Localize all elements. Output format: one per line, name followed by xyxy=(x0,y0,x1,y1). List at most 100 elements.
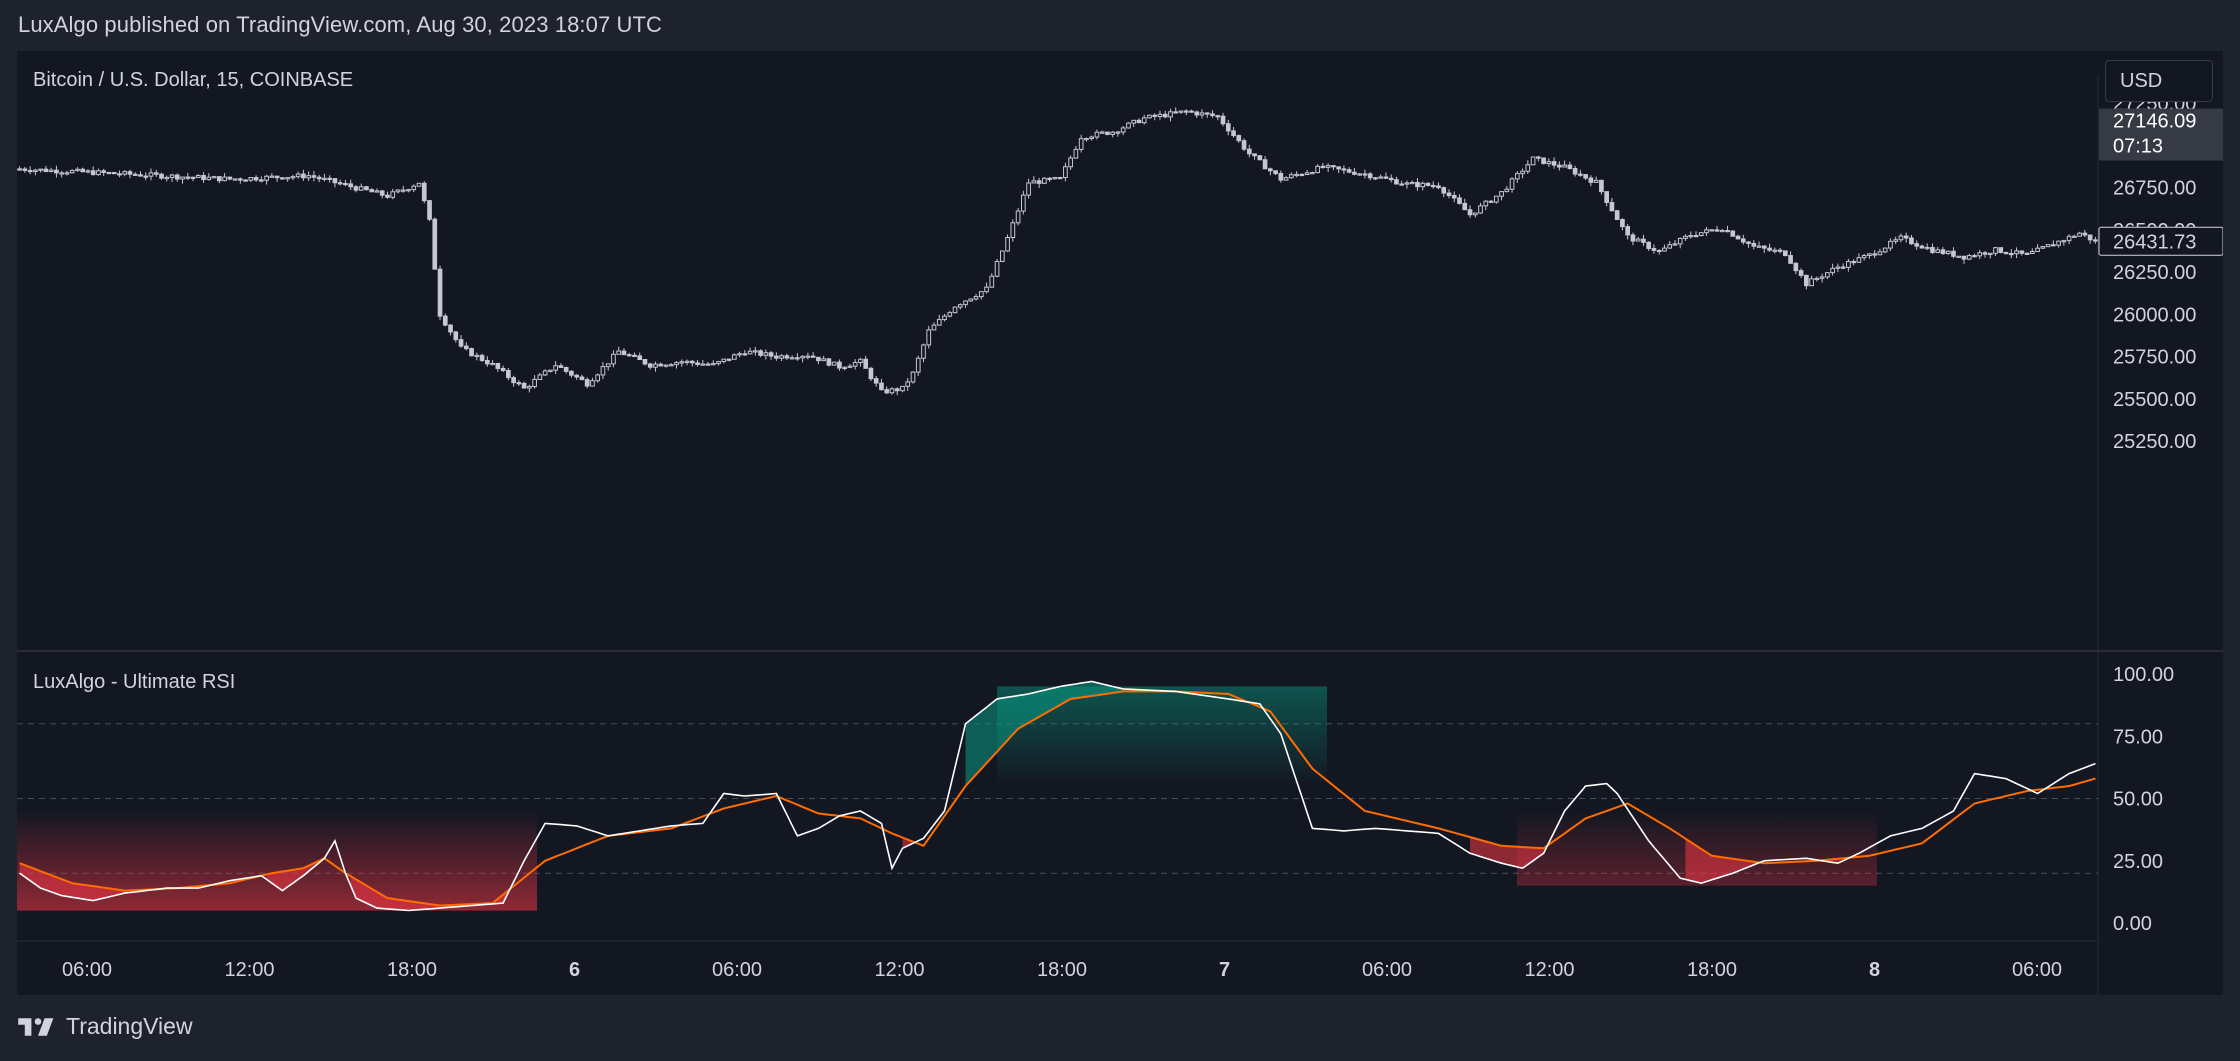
candle-body xyxy=(206,176,212,181)
candle-body xyxy=(1578,173,1583,176)
candle-body xyxy=(1257,155,1263,161)
price-tick-label: 26000.00 xyxy=(2113,304,2196,326)
candle-body xyxy=(1882,247,1888,253)
candle-body xyxy=(59,172,65,175)
oversold-glow xyxy=(1517,810,1877,886)
candle-body xyxy=(1283,177,1289,181)
candle-body xyxy=(1173,111,1179,114)
candle-body xyxy=(527,385,532,389)
candle-body xyxy=(322,177,327,180)
candle-body xyxy=(1015,210,1021,224)
candle-body xyxy=(1457,197,1462,204)
candle-body xyxy=(33,169,38,173)
candle-body xyxy=(22,168,28,171)
candle-body xyxy=(1557,164,1562,168)
candle-body xyxy=(705,363,711,366)
candle-body xyxy=(1057,176,1063,180)
time-tick-label: 12:00 xyxy=(874,959,924,981)
candle-body xyxy=(1683,235,1688,239)
candle-body xyxy=(2045,244,2051,248)
candle-body xyxy=(416,182,422,187)
footer-brand[interactable]: TradingView xyxy=(18,1013,193,1040)
candle-body xyxy=(695,362,700,365)
candle-body xyxy=(1031,180,1037,184)
candle-body xyxy=(1199,112,1205,116)
candle-body xyxy=(385,194,390,198)
candle-body xyxy=(1593,179,1599,183)
candle-body xyxy=(1278,173,1284,181)
rsi-axis: 100.00 75.00 50.00 25.00 0.00 xyxy=(2113,664,2174,935)
candle-body xyxy=(1346,169,1352,173)
candle-body xyxy=(1830,267,1835,274)
chart-area[interactable]: 27250.0026750.0026500.0026250.0026000.00… xyxy=(17,51,2223,995)
candle-body xyxy=(1888,240,1893,249)
candle-body xyxy=(421,182,427,202)
candle-body xyxy=(85,170,91,173)
candle-body xyxy=(1567,164,1573,170)
candle-body xyxy=(842,366,848,370)
candle-body xyxy=(1572,168,1578,175)
candle-body xyxy=(1951,250,1956,257)
candle-body xyxy=(316,176,322,180)
candle-body xyxy=(621,350,627,356)
candle-body xyxy=(647,363,653,368)
candle-body xyxy=(148,172,154,177)
candle-body xyxy=(1183,110,1189,113)
candle-body xyxy=(1851,260,1856,264)
candle-body xyxy=(337,182,343,185)
candle-body xyxy=(1625,226,1631,236)
candle-body xyxy=(1126,122,1131,129)
candle-body xyxy=(243,179,248,182)
overbought-glow xyxy=(997,686,1327,787)
candle-body xyxy=(138,174,143,177)
candle-body xyxy=(301,173,306,179)
candle-body xyxy=(1993,247,1998,254)
candle-body xyxy=(390,191,396,198)
candle-body xyxy=(506,369,511,379)
candle-body xyxy=(490,362,495,366)
candle-body xyxy=(285,177,290,180)
candle-body xyxy=(2093,239,2098,242)
candle-body xyxy=(684,360,690,363)
candle-body xyxy=(448,324,453,333)
candle-body xyxy=(1010,222,1016,239)
candle-body xyxy=(1042,177,1047,184)
candle-body xyxy=(2050,244,2056,247)
rsi-tick-label: 0.00 xyxy=(2113,913,2152,935)
candle-body xyxy=(1698,232,1704,237)
candle-body xyxy=(674,362,679,366)
candle-body xyxy=(1299,173,1305,177)
price-tick-label: 25500.00 xyxy=(2113,389,2196,411)
candle-body xyxy=(1562,164,1567,168)
candle-body xyxy=(1956,255,1962,258)
candle-body xyxy=(1730,230,1736,237)
crosshair-price-label: 26431.73 xyxy=(2113,231,2196,253)
candle-body xyxy=(1909,237,1914,245)
currency-button[interactable]: USD xyxy=(2105,60,2213,102)
candle-body xyxy=(1966,255,1972,260)
candle-body xyxy=(132,173,138,176)
candle-body xyxy=(1809,278,1814,287)
candle-body xyxy=(1204,112,1210,115)
chart-canvas[interactable]: 27250.0026750.0026500.0026250.0026000.00… xyxy=(17,51,2223,995)
candle-body xyxy=(395,189,401,193)
candle-body xyxy=(700,363,706,366)
candle-body xyxy=(43,168,49,173)
candle-body xyxy=(1688,234,1694,238)
candle-body xyxy=(453,331,459,341)
candle-body xyxy=(295,173,301,178)
candle-body xyxy=(379,190,385,196)
candle-body xyxy=(984,286,989,293)
candle-body xyxy=(1499,191,1504,197)
candle-body xyxy=(931,324,937,331)
candle-body xyxy=(1383,176,1389,179)
candle-body xyxy=(653,363,658,368)
candle-body xyxy=(626,354,632,357)
candle-body xyxy=(185,176,191,179)
candle-body xyxy=(48,169,54,173)
candle-body xyxy=(259,179,264,182)
candle-body xyxy=(406,189,411,192)
candle-body xyxy=(127,171,133,175)
candle-body xyxy=(101,170,107,173)
candle-body xyxy=(1472,212,1478,216)
